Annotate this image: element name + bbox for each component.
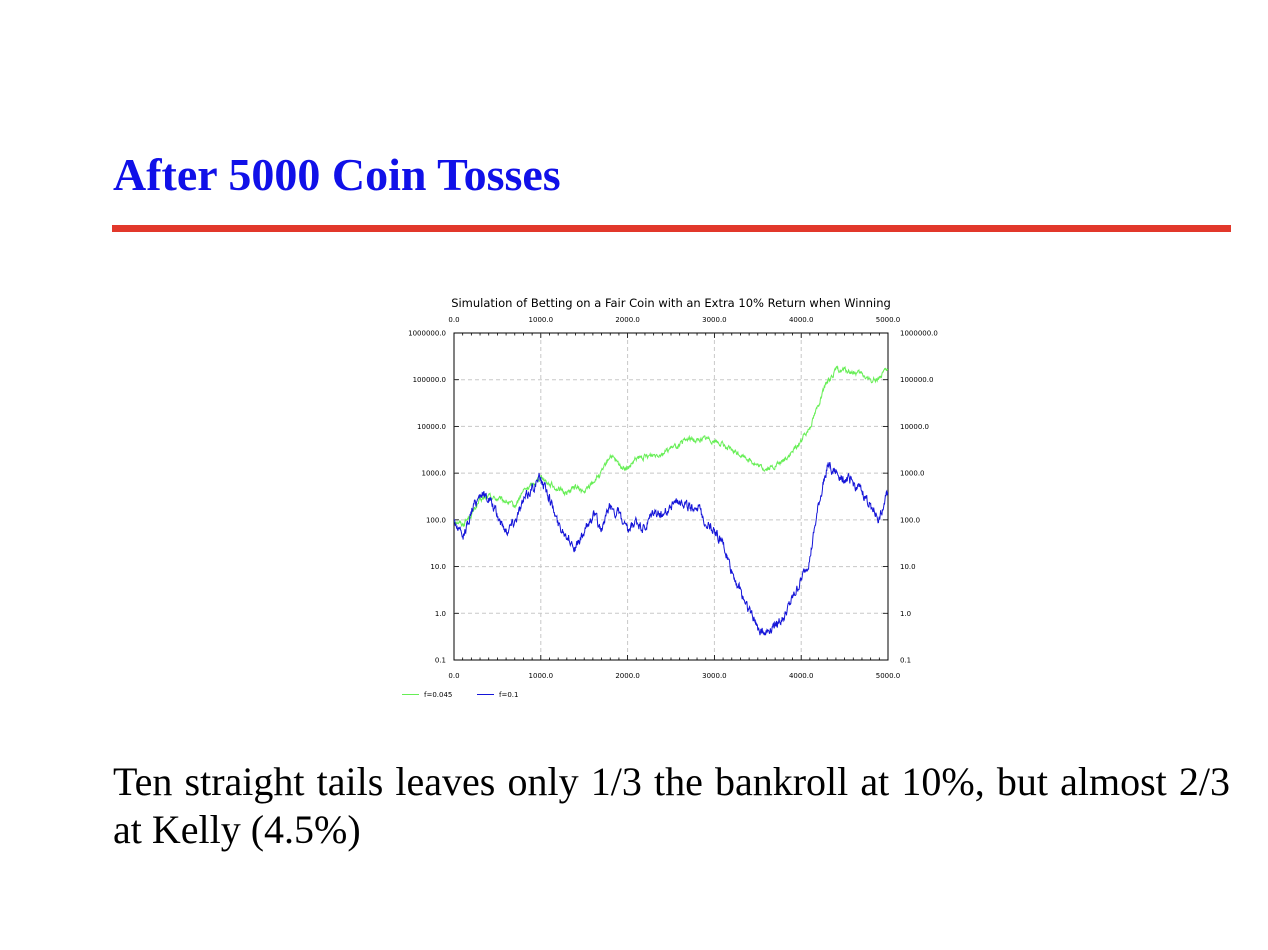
y-tick-label-right: 100.0 — [900, 516, 920, 524]
x-tick-label-top: 1000.0 — [529, 316, 554, 324]
y-tick-label-left: 100000.0 — [413, 376, 446, 384]
plot-frame — [453, 332, 889, 661]
title-underline — [112, 225, 1231, 232]
x-tick-label-top: 3000.0 — [702, 316, 727, 324]
slide-title: After 5000 Coin Tosses — [113, 149, 561, 200]
x-tick-label-bottom: 1000.0 — [529, 672, 554, 680]
series-line-f=0.045 — [454, 365, 888, 528]
y-tick-label-left: 10000.0 — [417, 423, 446, 431]
x-tick-label-top: 0.0 — [448, 316, 459, 324]
y-tick-label-left: 100.0 — [426, 516, 446, 524]
x-tick-label-bottom: 3000.0 — [702, 672, 727, 680]
y-tick-label-left: 10.0 — [430, 563, 446, 571]
y-tick-label-left: 0.1 — [435, 657, 446, 665]
slide-caption: Ten straight tails leaves only 1/3 the b… — [113, 759, 1230, 852]
y-tick-label-left: 1000.0 — [422, 470, 447, 478]
y-tick-label-right: 100000.0 — [900, 376, 933, 384]
chart-svg: Simulation of Betting on a Fair Coin wit… — [402, 296, 938, 699]
y-tick-label-left: 1000000.0 — [408, 330, 446, 338]
y-tick-label-right: 0.1 — [900, 657, 911, 665]
y-tick-label-right: 10000.0 — [900, 423, 929, 431]
x-tick-label-bottom: 0.0 — [448, 672, 459, 680]
y-tick-label-right: 1000.0 — [900, 470, 925, 478]
x-tick-label-bottom: 4000.0 — [789, 672, 814, 680]
x-tick-label-top: 4000.0 — [789, 316, 814, 324]
series-line-f=0.1 — [454, 462, 888, 636]
legend-label: f=0.045 — [424, 691, 452, 699]
x-tick-label-bottom: 5000.0 — [876, 672, 901, 680]
y-tick-label-left: 1.0 — [435, 610, 446, 618]
legend-label: f=0.1 — [499, 691, 518, 699]
x-tick-label-bottom: 2000.0 — [615, 672, 640, 680]
y-tick-label-right: 10.0 — [900, 563, 916, 571]
y-tick-label-right: 1000000.0 — [900, 330, 938, 338]
line-chart: Simulation of Betting on a Fair Coin wit… — [390, 288, 960, 708]
x-tick-label-top: 5000.0 — [876, 316, 901, 324]
y-tick-label-right: 1.0 — [900, 610, 911, 618]
chart-title: Simulation of Betting on a Fair Coin wit… — [451, 296, 891, 310]
x-tick-label-top: 2000.0 — [615, 316, 640, 324]
